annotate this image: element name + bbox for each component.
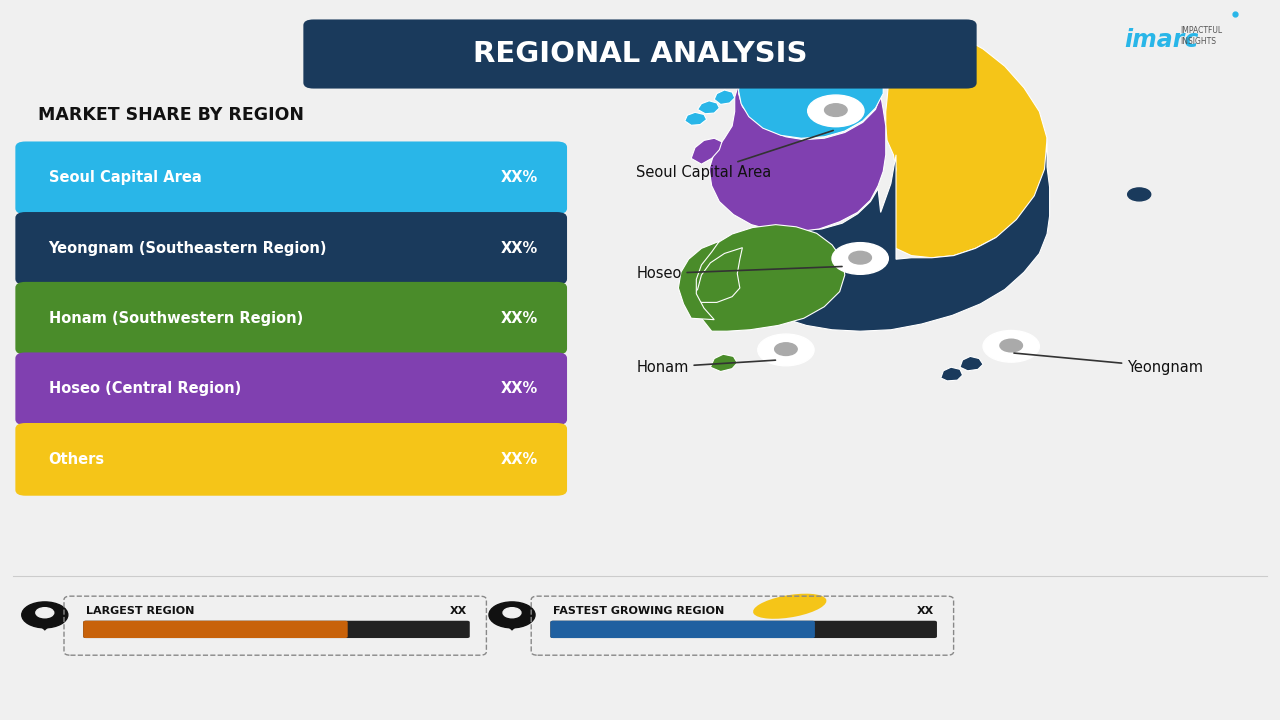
Circle shape	[983, 330, 1039, 362]
FancyBboxPatch shape	[15, 282, 567, 355]
Text: Hoseo (Central Region): Hoseo (Central Region)	[49, 382, 241, 396]
FancyBboxPatch shape	[83, 621, 470, 638]
Polygon shape	[739, 30, 883, 138]
Text: XX%: XX%	[500, 382, 538, 396]
Polygon shape	[691, 138, 722, 164]
Polygon shape	[996, 347, 1027, 360]
Text: XX%: XX%	[500, 241, 538, 256]
Circle shape	[774, 343, 797, 356]
Polygon shape	[941, 367, 963, 381]
Text: Yeongnam (Southeastern Region): Yeongnam (Southeastern Region)	[49, 241, 328, 256]
Text: XX%: XX%	[500, 452, 538, 467]
Polygon shape	[698, 101, 719, 114]
FancyBboxPatch shape	[15, 142, 567, 215]
Polygon shape	[960, 356, 983, 371]
Circle shape	[1000, 339, 1023, 352]
Text: Yeongnam: Yeongnam	[1014, 353, 1203, 374]
FancyBboxPatch shape	[83, 621, 348, 638]
Circle shape	[489, 602, 535, 628]
Circle shape	[849, 251, 872, 264]
Circle shape	[1128, 188, 1151, 201]
Circle shape	[808, 95, 864, 127]
Polygon shape	[881, 23, 1047, 258]
Ellipse shape	[753, 594, 827, 618]
Text: IMPACTFUL: IMPACTFUL	[1180, 26, 1222, 35]
Text: XX: XX	[918, 606, 934, 616]
FancyBboxPatch shape	[15, 212, 567, 285]
Text: XX: XX	[451, 606, 467, 616]
FancyBboxPatch shape	[550, 621, 815, 638]
Polygon shape	[691, 225, 845, 331]
Text: imarc: imarc	[1124, 27, 1198, 52]
Text: Honam (Southwestern Region): Honam (Southwestern Region)	[49, 311, 303, 325]
FancyBboxPatch shape	[15, 423, 567, 495]
Polygon shape	[710, 354, 737, 372]
Text: XX%: XX%	[500, 311, 538, 325]
Text: Seoul Capital Area: Seoul Capital Area	[49, 171, 201, 185]
Circle shape	[758, 334, 814, 366]
Polygon shape	[691, 248, 742, 302]
Circle shape	[824, 104, 847, 117]
Text: FASTEST GROWING REGION: FASTEST GROWING REGION	[553, 606, 724, 616]
Polygon shape	[497, 616, 527, 631]
Polygon shape	[29, 616, 60, 631]
Polygon shape	[742, 138, 1050, 331]
FancyBboxPatch shape	[15, 352, 567, 425]
Circle shape	[832, 243, 888, 274]
Polygon shape	[845, 259, 876, 272]
Text: Seoul Capital Area: Seoul Capital Area	[636, 130, 833, 180]
Circle shape	[22, 602, 68, 628]
Circle shape	[36, 608, 54, 618]
FancyBboxPatch shape	[303, 19, 977, 89]
Polygon shape	[771, 351, 801, 364]
Text: MARKET SHARE BY REGION: MARKET SHARE BY REGION	[38, 107, 305, 125]
Text: Hoseo: Hoseo	[636, 266, 842, 281]
Text: XX%: XX%	[500, 171, 538, 185]
FancyBboxPatch shape	[550, 621, 937, 638]
Text: INSIGHTS: INSIGHTS	[1180, 37, 1216, 45]
Polygon shape	[820, 112, 851, 125]
Polygon shape	[685, 112, 707, 125]
Polygon shape	[709, 81, 886, 232]
Polygon shape	[714, 90, 735, 104]
Text: LARGEST REGION: LARGEST REGION	[86, 606, 195, 616]
Circle shape	[503, 608, 521, 618]
Text: Honam: Honam	[636, 360, 776, 374]
Polygon shape	[678, 241, 719, 320]
Text: REGIONAL ANALYSIS: REGIONAL ANALYSIS	[472, 40, 808, 68]
Text: Others: Others	[49, 452, 105, 467]
